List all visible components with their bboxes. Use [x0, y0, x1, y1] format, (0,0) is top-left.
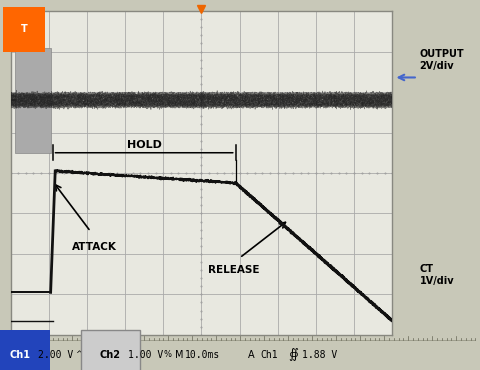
- Text: ∯: ∯: [288, 349, 298, 361]
- Text: T: T: [21, 24, 27, 34]
- Text: OUTPUT
2V/div: OUTPUT 2V/div: [420, 49, 464, 71]
- Text: Ch2: Ch2: [100, 350, 121, 360]
- Text: RELEASE: RELEASE: [208, 265, 260, 275]
- Text: CT
1V/div: CT 1V/div: [420, 264, 454, 286]
- Text: ATTACK: ATTACK: [72, 242, 117, 252]
- Bar: [15, 47, 50, 153]
- Text: 10.0ms: 10.0ms: [185, 350, 220, 360]
- Text: Ch1: Ch1: [10, 350, 31, 360]
- Text: 2.00 V: 2.00 V: [38, 350, 73, 360]
- Text: M: M: [175, 350, 183, 360]
- Text: 1.88 V: 1.88 V: [302, 350, 337, 360]
- Text: 1.00 V: 1.00 V: [128, 350, 163, 360]
- Text: Ch1: Ch1: [260, 350, 277, 360]
- Text: A: A: [248, 350, 254, 360]
- Text: HOLD: HOLD: [127, 139, 162, 149]
- Text: ^%: ^%: [75, 350, 90, 359]
- Text: %: %: [164, 350, 172, 359]
